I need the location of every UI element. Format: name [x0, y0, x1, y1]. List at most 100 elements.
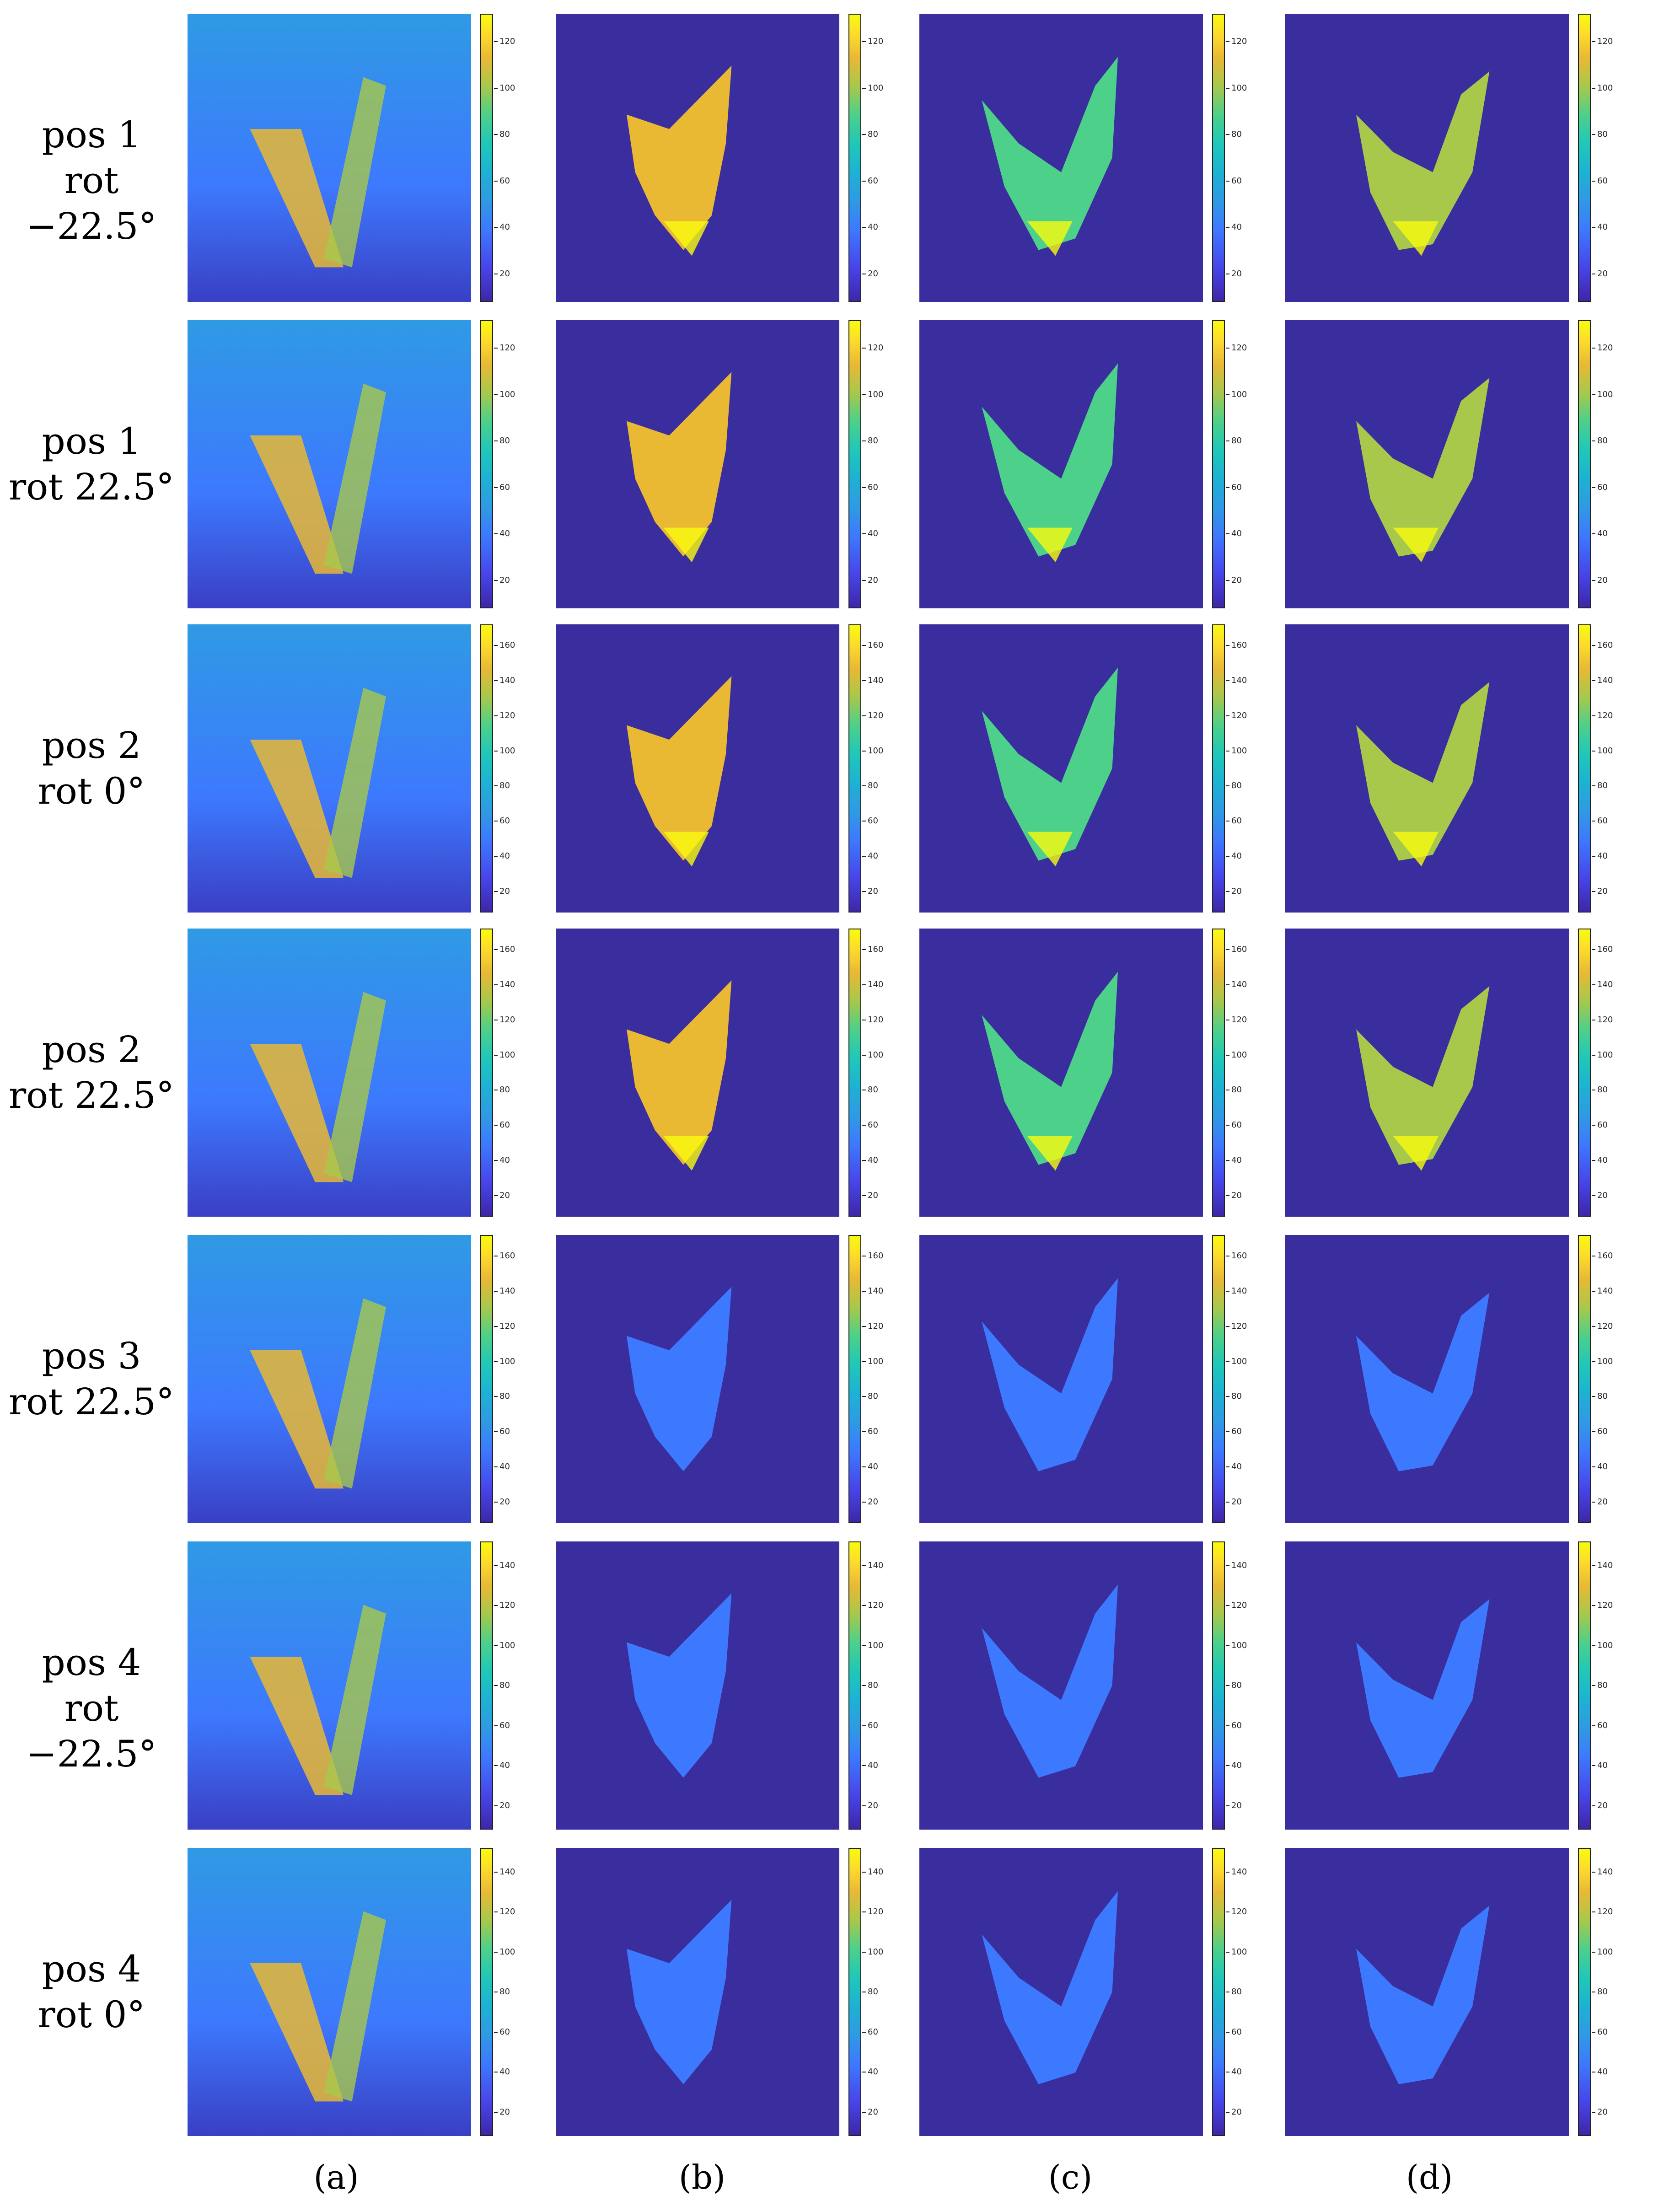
colorbar-tick-label: 40 — [494, 529, 510, 539]
colorbar-tick-label: 120 — [1225, 1015, 1247, 1025]
colorbar-ticks: 20 40 60 80 100 120 140 — [1591, 1541, 1629, 1830]
colorbar-ticks: 20 40 60 80 100 120 140 160 — [494, 1235, 531, 1523]
colorbar-ticks: 20 40 60 80 100 120 140 — [1591, 1848, 1629, 2136]
colorbar — [1212, 14, 1225, 302]
colorbar — [848, 929, 861, 1217]
colorbar-tick-label: 100 — [1225, 1640, 1247, 1650]
colorbar-tick-label: 100 — [1591, 1356, 1613, 1366]
colorbar-tick-label: 40 — [494, 1761, 510, 1770]
colorbar-tick-label: 60 — [1226, 482, 1242, 492]
colorbar-tick-label: 120 — [1591, 36, 1613, 46]
colorbar-ticks: 20 40 60 80 100 120 — [1225, 320, 1263, 608]
colorbar-ticks: 20 40 60 80 100 120 — [862, 14, 900, 302]
colorbar-tick-label: 40 — [862, 1462, 878, 1472]
column-label: (d) — [1406, 2158, 1453, 2196]
colorbar-ticks: 20 40 60 80 100 120 140 160 — [494, 929, 531, 1217]
colorbar-tick-label: 60 — [862, 2027, 878, 2037]
colorbar-tick-label: 20 — [862, 575, 878, 585]
colorbar-tick-label: 80 — [1592, 781, 1608, 791]
colorbar-tick-label: 80 — [862, 129, 878, 140]
colorbar-tick-label: 100 — [862, 389, 884, 399]
colorbar — [848, 1541, 861, 1830]
colorbar-tick-label: 80 — [1226, 1085, 1242, 1095]
colorbar-tick-label: 80 — [862, 436, 878, 446]
colorbar-tick-label: 160 — [494, 640, 515, 650]
colorbar-tick-label: 20 — [1226, 1497, 1242, 1507]
colorbar-tick-label: 140 — [494, 979, 515, 989]
colorbar-tick-label: 40 — [1592, 1462, 1608, 1472]
image-panel — [188, 1235, 471, 1523]
row-label: pos 4 rot 0° — [0, 1946, 183, 2038]
row-rotation-label: rot 0° — [38, 1993, 145, 2036]
colorbar-tick-label: 20 — [494, 269, 510, 279]
row-label: pos 4 rot −22.5° — [0, 1640, 183, 1777]
colorbar-tick-label: 20 — [1226, 575, 1242, 585]
colorbar-tick-label: 140 — [862, 1560, 884, 1570]
colorbar-tick-label: 140 — [862, 675, 884, 685]
colorbar-tick-label: 60 — [494, 1120, 510, 1130]
column-label: (b) — [678, 2158, 726, 2196]
colorbar-tick-label: 20 — [494, 1497, 510, 1507]
colorbar-tick-label: 100 — [1225, 1050, 1247, 1060]
colorbar-tick-label: 120 — [1591, 1321, 1613, 1331]
colorbar-tick-label: 40 — [862, 529, 878, 539]
colorbar-tick-label: 60 — [1592, 1120, 1608, 1130]
row-rotation-label: rot 0° — [38, 770, 145, 812]
colorbar-tick-label: 20 — [862, 2107, 878, 2117]
colorbar-tick-label: 160 — [862, 640, 884, 650]
colorbar-ticks: 20 40 60 80 100 120 140 160 — [1225, 624, 1263, 913]
colorbar — [480, 624, 493, 913]
colorbar — [480, 1541, 493, 1830]
colorbar-tick-label: 20 — [862, 1800, 878, 1810]
colorbar-tick-label: 80 — [494, 1987, 510, 1997]
colorbar-tick-label: 100 — [1591, 389, 1613, 399]
colorbar-ticks: 20 40 60 80 100 120 140 160 — [1225, 1235, 1263, 1523]
colorbar-tick-label: 40 — [494, 2067, 510, 2077]
colorbar-tick-label: 120 — [1591, 343, 1613, 353]
colorbar-tick-label: 60 — [862, 1720, 878, 1730]
image-panel — [556, 624, 839, 913]
colorbar-tick-label: 40 — [494, 222, 510, 232]
image-panel — [919, 1848, 1203, 2136]
image-panel — [188, 929, 471, 1217]
row-label: pos 1 rot −22.5° — [0, 112, 183, 249]
colorbar-tick-label: 100 — [862, 1947, 884, 1957]
colorbar — [1212, 624, 1225, 913]
colorbar — [480, 1235, 493, 1523]
image-panel — [556, 14, 839, 302]
colorbar-tick-label: 120 — [1591, 710, 1613, 720]
colorbar-tick-label: 100 — [1591, 746, 1613, 756]
colorbar-tick-label: 20 — [494, 886, 510, 896]
colorbar — [1578, 1541, 1591, 1830]
colorbar-tick-label: 20 — [494, 1190, 510, 1200]
image-panel — [919, 624, 1203, 913]
colorbar-tick-label: 140 — [1225, 1286, 1247, 1296]
colorbar-tick-label: 40 — [1592, 222, 1608, 232]
row-label: pos 2 rot 0° — [0, 723, 183, 814]
colorbar-ticks: 20 40 60 80 100 120 — [494, 14, 531, 302]
colorbar-tick-label: 120 — [494, 710, 515, 720]
colorbar-ticks: 20 40 60 80 100 120 140 160 — [1225, 929, 1263, 1217]
colorbar — [848, 1848, 861, 2136]
colorbar-tick-label: 160 — [1591, 945, 1613, 955]
colorbar-tick-label: 20 — [494, 2107, 510, 2117]
colorbar-tick-label: 120 — [1591, 1015, 1613, 1025]
colorbar-tick-label: 60 — [1592, 1720, 1608, 1730]
colorbar-tick-label: 20 — [1226, 1190, 1242, 1200]
image-panel — [188, 320, 471, 608]
colorbar — [1212, 1541, 1225, 1830]
colorbar-tick-label: 120 — [862, 1015, 884, 1025]
row-position-label: pos 1 — [42, 113, 141, 156]
colorbar-tick-label: 80 — [1592, 1680, 1608, 1690]
row-position-label: pos 4 — [42, 1641, 141, 1684]
colorbar-ticks: 20 40 60 80 100 120 — [494, 320, 531, 608]
colorbar-tick-label: 20 — [1592, 1497, 1608, 1507]
colorbar-tick-label: 100 — [494, 1947, 515, 1957]
colorbar-ticks: 20 40 60 80 100 120 140 160 — [862, 929, 900, 1217]
colorbar — [1578, 1235, 1591, 1523]
colorbar-ticks: 20 40 60 80 100 120 140 160 — [1591, 929, 1629, 1217]
colorbar-tick-label: 120 — [862, 343, 884, 353]
colorbar-tick-label: 100 — [494, 1640, 515, 1650]
colorbar-tick-label: 100 — [1225, 746, 1247, 756]
row-rotation-label: rot −22.5° — [26, 159, 157, 247]
